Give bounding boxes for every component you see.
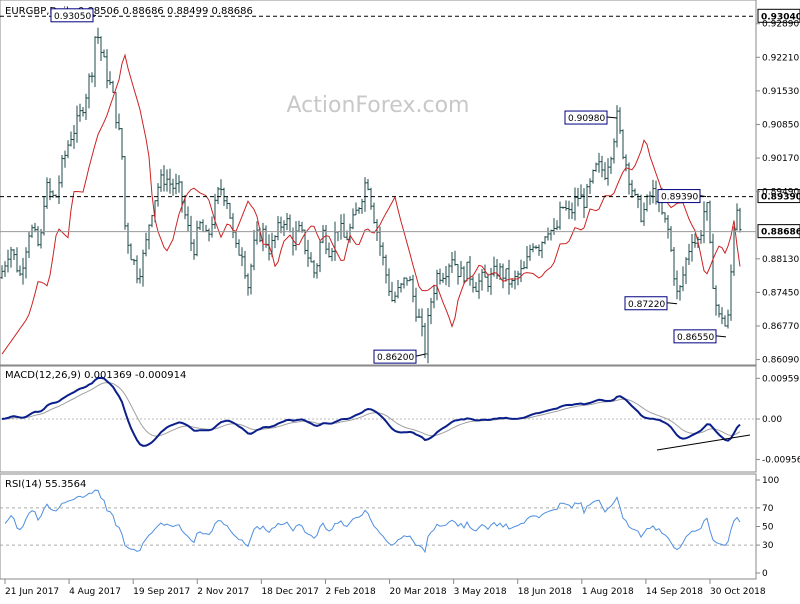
x-tick-label: 2 Feb 2018 xyxy=(325,587,376,597)
annotation-box xyxy=(673,329,717,344)
annotation-box xyxy=(373,349,417,364)
rsi-tick-label: 70 xyxy=(762,504,774,514)
annotation-box xyxy=(624,296,668,311)
annotation-leader xyxy=(415,353,426,357)
macd-tick-label: -0.009562 xyxy=(762,456,800,466)
annotation-label: 0.87220 xyxy=(628,300,665,310)
price-tick-label: 0.92210 xyxy=(762,53,799,63)
price-tick-label: 0.89490 xyxy=(762,188,799,198)
x-tick-label: 2 Nov 2017 xyxy=(197,587,249,597)
price-level-box xyxy=(757,189,800,204)
annotation-label: 0.90980 xyxy=(568,114,605,124)
swing-annotations: 0.93050 0.90980 0.89390 0.87220 0.86550 0.862… xyxy=(50,8,727,364)
rsi-tick-label: 100 xyxy=(762,476,779,486)
macd-series xyxy=(1,376,741,447)
macd-tick-label: 0.00 xyxy=(762,415,782,425)
x-tick-label: 18 Jun 2018 xyxy=(518,587,572,597)
macd-tick-label: 0.009593 xyxy=(762,374,800,384)
price-tick-label: 0.86770 xyxy=(762,322,799,332)
annotation-label: 0.93050 xyxy=(54,12,91,22)
watermark: ActionForex.com xyxy=(287,93,470,118)
x-tick-label: 19 Sep 2017 xyxy=(133,587,190,597)
price-level-labels: 0.93040 0.89390 0.88686 xyxy=(0,8,800,239)
price-tick-label: 0.87450 xyxy=(762,288,799,298)
price-tick-label: 0.92890 xyxy=(762,20,799,30)
macd-lines xyxy=(0,376,756,451)
macd-title: MACD(12,26,9) 0.001369 -0.000914 xyxy=(5,370,186,381)
grid-lines xyxy=(0,507,756,546)
rsi-tick-label: 30 xyxy=(762,541,774,551)
price-level-box xyxy=(757,224,800,239)
price-tick-label: 0.90850 xyxy=(762,120,799,130)
x-tick-label: 18 Dec 2017 xyxy=(261,587,319,597)
rsi-title: RSI(14) 55.3564 xyxy=(5,479,86,490)
header-title: EURGBP,Daily 0.88506 0.88686 0.88499 0.8… xyxy=(5,6,253,17)
annotation-leader xyxy=(699,195,707,198)
price-level-box xyxy=(757,8,800,23)
x-tick-label: 14 Sep 2018 xyxy=(646,587,703,597)
price-level-label: 0.93040 xyxy=(761,12,800,22)
rsi-tick-label: 50 xyxy=(762,523,774,533)
annotation-leader xyxy=(666,302,678,305)
price-tick-label: 0.88130 xyxy=(762,255,799,265)
annotation-box xyxy=(50,8,94,23)
macd-trendline xyxy=(656,434,751,451)
annotation-label: 0.86200 xyxy=(377,353,414,363)
x-tick-label: 21 Jun 2017 xyxy=(5,587,59,597)
annotation-leader xyxy=(715,335,727,338)
price-panel-frame xyxy=(0,0,757,366)
rsi-line xyxy=(4,489,741,554)
annotation-label: 0.89390 xyxy=(661,193,698,203)
x-tick-label: 30 Oct 2018 xyxy=(710,587,766,597)
price-level-label: 0.89390 xyxy=(761,193,800,203)
x-tick-label: 3 May 2018 xyxy=(454,587,507,597)
annotation-box xyxy=(564,110,608,125)
annotation-leader xyxy=(606,116,618,119)
rsi-tick-label: 0 xyxy=(762,569,768,579)
x-tick-label: 4 Aug 2017 xyxy=(69,587,121,597)
x-tick-label: 20 Mar 2018 xyxy=(390,587,447,597)
rsi-series xyxy=(4,489,741,554)
annotation-label: 0.86550 xyxy=(677,333,714,343)
rsi-panel-frame xyxy=(0,473,757,580)
price-tick-label: 0.86090 xyxy=(762,356,799,366)
annotation-box xyxy=(657,189,701,204)
x-tick-label: 1 Aug 2018 xyxy=(582,587,634,597)
price-tick-label: 0.91530 xyxy=(762,87,799,97)
axis-tick-labels: 0.92890 0.92210 0.91530 0.90850 0.90170 0.894… xyxy=(4,20,800,597)
macd-signal-series xyxy=(1,382,741,437)
price-tick-label: 0.90170 xyxy=(762,154,799,164)
ohlc-bars xyxy=(0,27,742,364)
price-level-label: 0.88686 xyxy=(761,228,800,238)
